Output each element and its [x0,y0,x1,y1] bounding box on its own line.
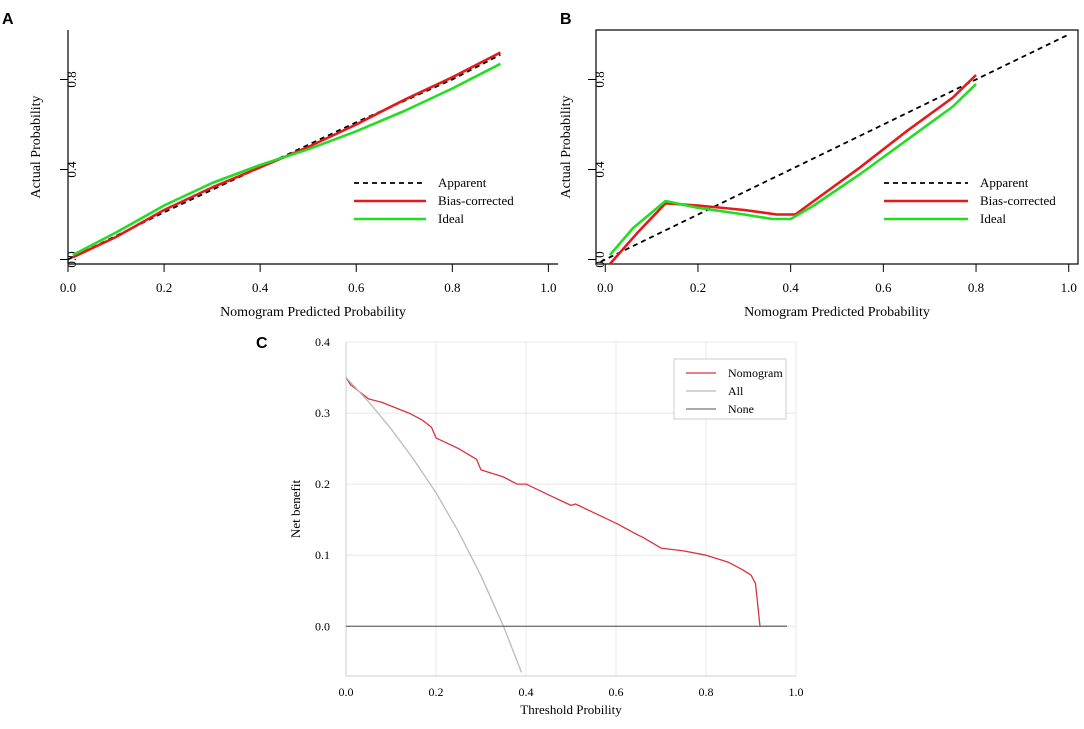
panel-b-letter: B [560,11,572,28]
x-tick-label: 0.2 [429,685,444,699]
x-tick-label: 0.8 [444,280,460,295]
legend: Apparent Bias-corrected Ideal [354,175,514,226]
x-tick-label: 0.6 [875,280,892,295]
x-tick-label: 0.4 [252,280,269,295]
y-axis-label: Actual Probability [559,95,574,198]
x-tick-label: 1.0 [789,685,804,699]
panel-a-letter: A [2,11,14,28]
legend-label: Apparent [438,175,487,190]
legend-label: All [728,384,744,398]
legend-label: None [728,402,754,416]
x-tick-label: 1.0 [540,280,556,295]
y-tick-label: 0.2 [315,477,330,491]
x-tick-label: 0.6 [348,280,365,295]
series-line-bias-corrected [608,74,977,265]
x-axis-label: Nomogram Predicted Probability [220,305,406,320]
legend: Apparent Bias-corrected Ideal [884,175,1056,226]
y-axis-label: Net benefit [288,480,303,539]
y-tick-label: 0.4 [592,161,607,178]
panel-b: B 0.0 0.2 0.4 0.6 0.8 1.0 0.0 0.4 0.8 Nomogram Pr… [559,11,1079,320]
y-tick-label: 0.4 [64,161,79,178]
y-tick-label: 0.8 [64,71,79,87]
x-tick-label: 0.4 [519,685,534,699]
x-tick-label: 0.0 [60,280,76,295]
x-tick-label: 0.2 [156,280,172,295]
legend-label: Bias-corrected [438,193,514,208]
x-tick-label: 1.0 [1061,280,1077,295]
legend: Nomogram All None [673,358,787,420]
plot-frame [595,29,1079,265]
x-axis-label: Nomogram Predicted Probability [744,305,930,320]
series-line-apparent [600,33,1070,263]
legend-label: Ideal [438,211,464,226]
series-line-bias-corrected [72,51,501,259]
y-axis-label: Actual Probability [29,95,44,198]
x-tick-label: 0.4 [783,280,800,295]
series-line-ideal [72,62,501,257]
legend-label: Apparent [980,175,1029,190]
legend-label: Ideal [980,211,1006,226]
x-tick-label: 0.2 [690,280,706,295]
series-line-all [345,377,523,673]
y-tick-label: 0.1 [315,548,330,562]
legend-label: Nomogram [728,366,783,380]
panel-c-letter: C [256,335,268,352]
x-tick-label: 0.6 [609,685,624,699]
x-tick-label: 0.0 [339,685,354,699]
panel-c: C 0.0 0.2 0.4 0.6 0.8 1.0 0.0 0.1 0.2 0.3 0.4 Thres… [256,335,804,717]
y-tick-label: 0.3 [315,406,330,420]
x-tick-label: 0.8 [699,685,714,699]
x-axis-label: Threshold Probility [520,702,622,717]
x-tick-label: 0.0 [597,280,613,295]
series-line-nomogram [345,377,787,627]
series-line-apparent [67,53,501,261]
x-tick-label: 0.8 [968,280,984,295]
y-tick-label: 0.4 [315,335,330,349]
series-line-ideal [608,83,977,256]
legend-label: Bias-corrected [980,193,1056,208]
y-tick-label: 0.8 [592,71,607,87]
y-tick-label: 0.0 [315,619,330,633]
y-tick-label: 0.0 [592,251,607,267]
